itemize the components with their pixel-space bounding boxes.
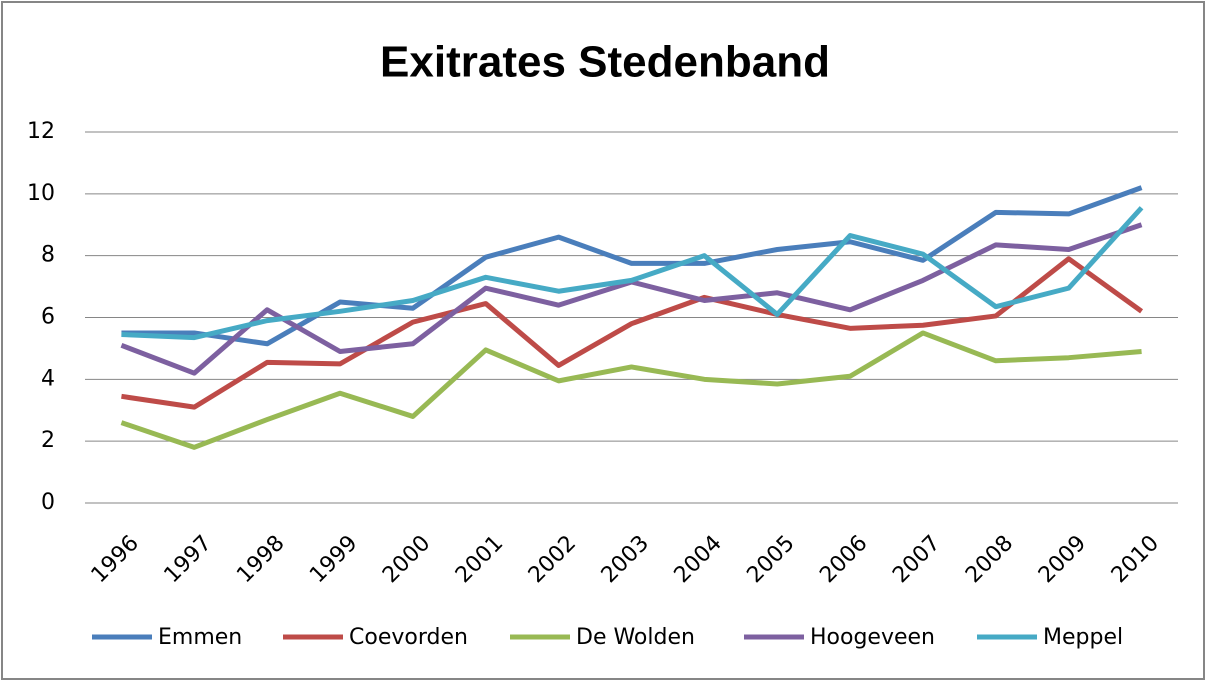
y-tick-label: 10: [27, 181, 55, 206]
y-tick-label: 12: [27, 119, 55, 144]
y-tick-label: 6: [41, 305, 55, 330]
series-line: [121, 185, 1143, 347]
legend-label: Hoogeveen: [810, 625, 935, 650]
y-tick-label: 0: [41, 490, 55, 515]
legend-label: Emmen: [158, 625, 242, 650]
y-tick-label: 2: [41, 428, 55, 453]
legend-label: De Wolden: [576, 625, 695, 650]
y-tick-label: 4: [41, 366, 55, 391]
legend-label: Coevorden: [349, 625, 468, 650]
series-line: [121, 206, 1144, 341]
series-line: [120, 330, 1142, 450]
y-tick-label: 8: [41, 243, 55, 268]
series-line: [121, 256, 1144, 410]
legend-label: Meppel: [1043, 625, 1123, 650]
chart-title: Exitrates Stedenband: [380, 38, 830, 87]
